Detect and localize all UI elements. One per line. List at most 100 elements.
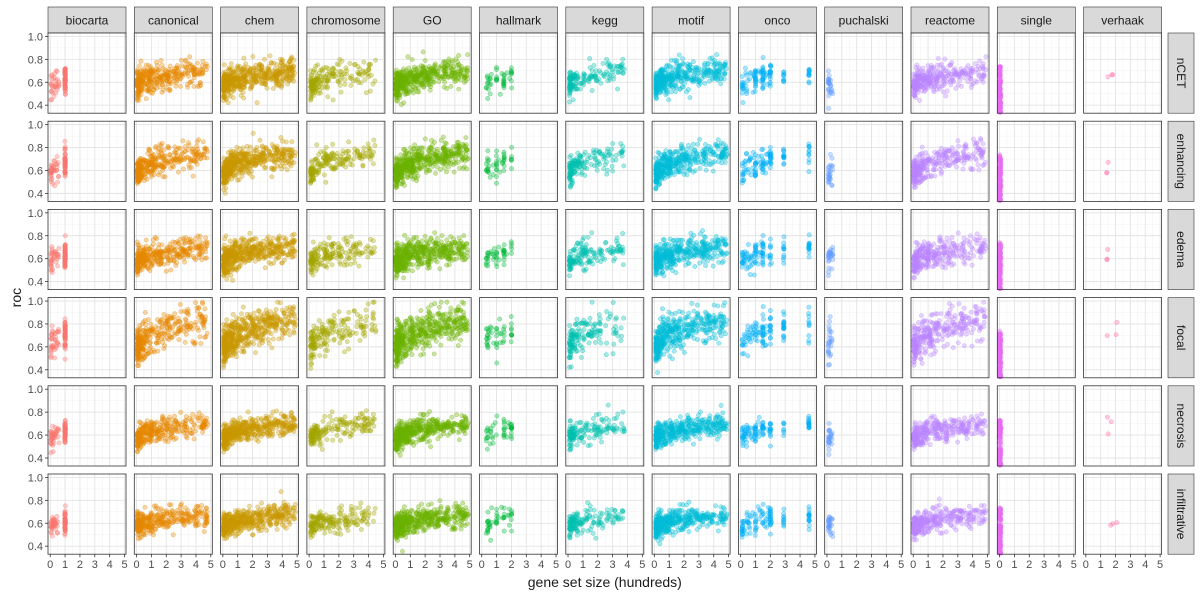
data-point: [936, 56, 940, 60]
data-point: [178, 77, 182, 81]
data-point: [667, 64, 671, 68]
data-point: [322, 149, 326, 153]
data-point: [657, 84, 661, 88]
data-point: [416, 70, 420, 74]
data-point: [410, 57, 414, 61]
data-point: [163, 73, 167, 77]
data-point: [436, 157, 440, 161]
data-point: [323, 85, 327, 89]
data-point: [443, 61, 447, 65]
data-point: [567, 175, 571, 179]
data-point: [595, 168, 599, 172]
column-strip-label: onco: [764, 14, 790, 28]
data-point: [573, 163, 577, 167]
data-point: [137, 89, 141, 93]
panel-puchalski-nCET: [825, 33, 903, 113]
panel-chromosome-nCET: [307, 33, 385, 113]
data-point: [677, 53, 681, 57]
row-strip-label: infiltrative: [1174, 489, 1188, 540]
column-strip-label: kegg: [592, 14, 618, 28]
data-point: [148, 70, 152, 74]
data-point: [680, 68, 684, 72]
data-point: [275, 73, 279, 77]
data-point: [180, 151, 184, 155]
data-point: [941, 90, 945, 94]
data-point: [443, 141, 447, 145]
data-point: [147, 83, 151, 87]
data-point: [669, 58, 673, 62]
data-point: [52, 168, 56, 172]
data-point: [395, 82, 399, 86]
data-point: [453, 79, 457, 83]
column-strip-label: puchalski: [839, 14, 889, 28]
data-point: [502, 168, 506, 172]
data-point: [740, 91, 744, 95]
data-point: [402, 101, 406, 105]
data-point: [998, 105, 1002, 109]
data-point: [575, 87, 579, 91]
data-point: [574, 172, 578, 176]
column-strip-label: chem: [245, 14, 274, 28]
data-point: [702, 72, 706, 76]
data-point: [944, 94, 948, 98]
data-point: [223, 191, 227, 195]
data-point: [359, 81, 363, 85]
panel-hallmark-enhancing: [480, 121, 558, 201]
data-point: [984, 54, 988, 58]
data-point: [264, 145, 268, 149]
data-point: [570, 85, 574, 89]
data-point: [582, 71, 586, 75]
data-point: [438, 74, 442, 78]
data-point: [315, 63, 319, 67]
data-point: [49, 74, 53, 78]
data-point: [761, 55, 765, 59]
data-point: [348, 162, 352, 166]
data-point: [166, 145, 170, 149]
data-point: [431, 77, 435, 81]
panel-reactome-nCET: [911, 33, 989, 113]
data-point: [235, 84, 239, 88]
data-point: [685, 77, 689, 81]
data-point: [408, 160, 412, 164]
data-point: [916, 77, 920, 81]
data-point: [63, 166, 67, 170]
data-point: [448, 65, 452, 69]
data-point: [63, 69, 67, 73]
data-point: [223, 172, 227, 176]
data-point: [428, 150, 432, 154]
data-point: [242, 155, 246, 159]
data-point: [253, 148, 257, 152]
data-point: [622, 164, 626, 168]
data-point: [180, 64, 184, 68]
data-point: [367, 74, 371, 78]
data-point: [509, 166, 513, 170]
row-strip-label: necrosis: [1174, 404, 1188, 449]
data-point: [615, 87, 619, 91]
column-strip-label: single: [1021, 14, 1053, 28]
data-point: [55, 180, 59, 184]
data-point: [433, 171, 437, 175]
data-point: [620, 62, 624, 66]
data-point: [918, 69, 922, 73]
data-point: [664, 88, 668, 92]
data-point: [52, 84, 56, 88]
data-point: [411, 91, 415, 95]
data-point: [268, 157, 272, 161]
data-point: [954, 71, 958, 75]
data-point: [169, 81, 173, 85]
data-point: [254, 67, 258, 71]
data-point: [179, 58, 183, 62]
data-point: [139, 68, 143, 72]
data-point: [606, 72, 610, 76]
data-point: [221, 180, 225, 184]
data-point: [187, 166, 191, 170]
row-strip-label: focal: [1174, 325, 1188, 350]
data-point: [338, 69, 342, 73]
data-point: [710, 56, 714, 60]
data-point: [229, 151, 233, 155]
data-point: [282, 156, 286, 160]
data-point: [502, 83, 506, 87]
data-point: [929, 84, 933, 88]
data-point: [488, 92, 492, 96]
data-point: [509, 145, 513, 149]
